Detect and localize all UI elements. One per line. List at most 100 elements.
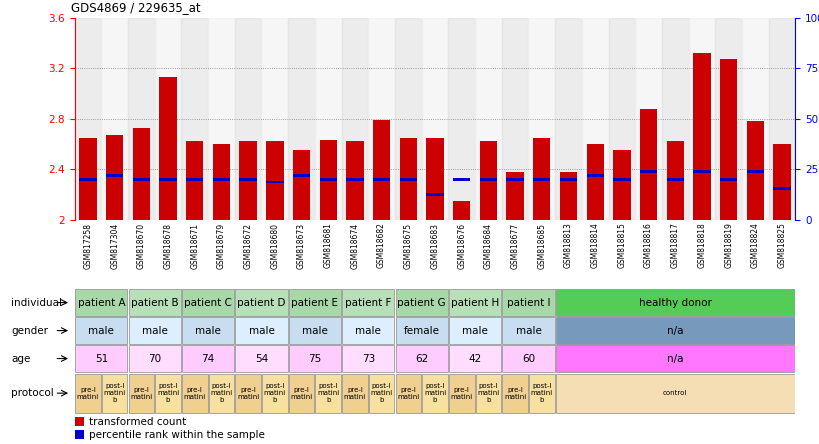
- FancyBboxPatch shape: [75, 289, 127, 316]
- Bar: [692, 53, 710, 220]
- Bar: [75, 417, 84, 427]
- FancyBboxPatch shape: [235, 317, 287, 344]
- FancyBboxPatch shape: [502, 289, 554, 316]
- Bar: [342, 18, 368, 220]
- Bar: [559, 172, 577, 220]
- Bar: [346, 178, 363, 181]
- Bar: [159, 178, 177, 181]
- Bar: [635, 18, 661, 220]
- Bar: [479, 178, 496, 181]
- Bar: [772, 144, 790, 220]
- Bar: [314, 18, 342, 220]
- Text: post-I
matini
b: post-I matini b: [530, 383, 552, 403]
- FancyBboxPatch shape: [208, 374, 234, 412]
- Text: percentile rank within the sample: percentile rank within the sample: [89, 430, 265, 440]
- Text: post-I
matini
b: post-I matini b: [423, 383, 446, 403]
- FancyBboxPatch shape: [342, 374, 367, 412]
- FancyBboxPatch shape: [129, 345, 181, 372]
- Bar: [426, 193, 443, 196]
- FancyBboxPatch shape: [129, 289, 181, 316]
- Bar: [266, 181, 283, 183]
- Bar: [506, 178, 523, 181]
- Text: post-I
matini
b: post-I matini b: [317, 383, 339, 403]
- Bar: [554, 18, 581, 220]
- FancyBboxPatch shape: [75, 317, 127, 344]
- Bar: [399, 138, 417, 220]
- Text: male: male: [462, 325, 487, 336]
- Text: patient B: patient B: [131, 297, 179, 308]
- Text: individual: individual: [11, 297, 62, 308]
- Text: pre-I
matini: pre-I matini: [504, 387, 526, 400]
- Text: male: male: [515, 325, 541, 336]
- Bar: [212, 144, 230, 220]
- Text: pre-I
matini: pre-I matini: [183, 387, 206, 400]
- FancyBboxPatch shape: [555, 289, 794, 316]
- Text: post-I
matini
b: post-I matini b: [477, 383, 499, 403]
- FancyBboxPatch shape: [448, 289, 500, 316]
- Text: pre-I
matini: pre-I matini: [396, 387, 419, 400]
- Text: protocol: protocol: [11, 388, 54, 398]
- Bar: [506, 172, 523, 220]
- Bar: [501, 18, 527, 220]
- Bar: [767, 18, 794, 220]
- Text: transformed count: transformed count: [89, 417, 186, 427]
- Bar: [532, 178, 550, 181]
- Bar: [421, 18, 448, 220]
- Bar: [79, 178, 97, 181]
- Text: pre-I
matini: pre-I matini: [450, 387, 473, 400]
- Text: post-I
matini
b: post-I matini b: [156, 383, 179, 403]
- Bar: [346, 142, 363, 220]
- Text: gender: gender: [11, 325, 48, 336]
- Text: pre-I
matini: pre-I matini: [237, 387, 259, 400]
- FancyBboxPatch shape: [342, 345, 394, 372]
- Bar: [239, 142, 256, 220]
- FancyBboxPatch shape: [155, 374, 181, 412]
- Text: age: age: [11, 353, 31, 364]
- Text: male: male: [248, 325, 274, 336]
- Bar: [532, 138, 550, 220]
- FancyBboxPatch shape: [182, 289, 234, 316]
- Bar: [688, 18, 714, 220]
- Bar: [368, 18, 395, 220]
- Bar: [719, 59, 736, 220]
- Bar: [661, 18, 688, 220]
- FancyBboxPatch shape: [288, 317, 341, 344]
- Bar: [75, 430, 84, 440]
- Bar: [212, 178, 230, 181]
- Bar: [714, 18, 741, 220]
- Text: 42: 42: [468, 353, 481, 364]
- Bar: [234, 18, 261, 220]
- Text: 74: 74: [201, 353, 215, 364]
- Bar: [181, 18, 208, 220]
- Bar: [319, 178, 337, 181]
- Text: patient I: patient I: [506, 297, 550, 308]
- Bar: [292, 174, 310, 177]
- Text: male: male: [355, 325, 381, 336]
- Bar: [666, 178, 683, 181]
- FancyBboxPatch shape: [475, 374, 500, 412]
- FancyBboxPatch shape: [129, 317, 181, 344]
- FancyBboxPatch shape: [75, 345, 127, 372]
- FancyBboxPatch shape: [448, 374, 474, 412]
- Bar: [426, 138, 443, 220]
- Bar: [399, 178, 417, 181]
- Bar: [479, 142, 496, 220]
- Bar: [373, 178, 390, 181]
- Text: male: male: [195, 325, 221, 336]
- Text: pre-I
matini: pre-I matini: [343, 387, 365, 400]
- Text: post-I
matini
b: post-I matini b: [370, 383, 392, 403]
- Text: pre-I
matini: pre-I matini: [130, 387, 152, 400]
- Text: male: male: [142, 325, 167, 336]
- Bar: [746, 170, 763, 173]
- Text: 54: 54: [255, 353, 268, 364]
- FancyBboxPatch shape: [502, 317, 554, 344]
- Bar: [319, 140, 337, 220]
- FancyBboxPatch shape: [288, 374, 314, 412]
- Bar: [239, 178, 256, 181]
- Text: patient G: patient G: [397, 297, 446, 308]
- FancyBboxPatch shape: [102, 374, 127, 412]
- FancyBboxPatch shape: [395, 374, 421, 412]
- FancyBboxPatch shape: [395, 289, 447, 316]
- Text: pre-I
matini: pre-I matini: [77, 387, 99, 400]
- Bar: [102, 18, 128, 220]
